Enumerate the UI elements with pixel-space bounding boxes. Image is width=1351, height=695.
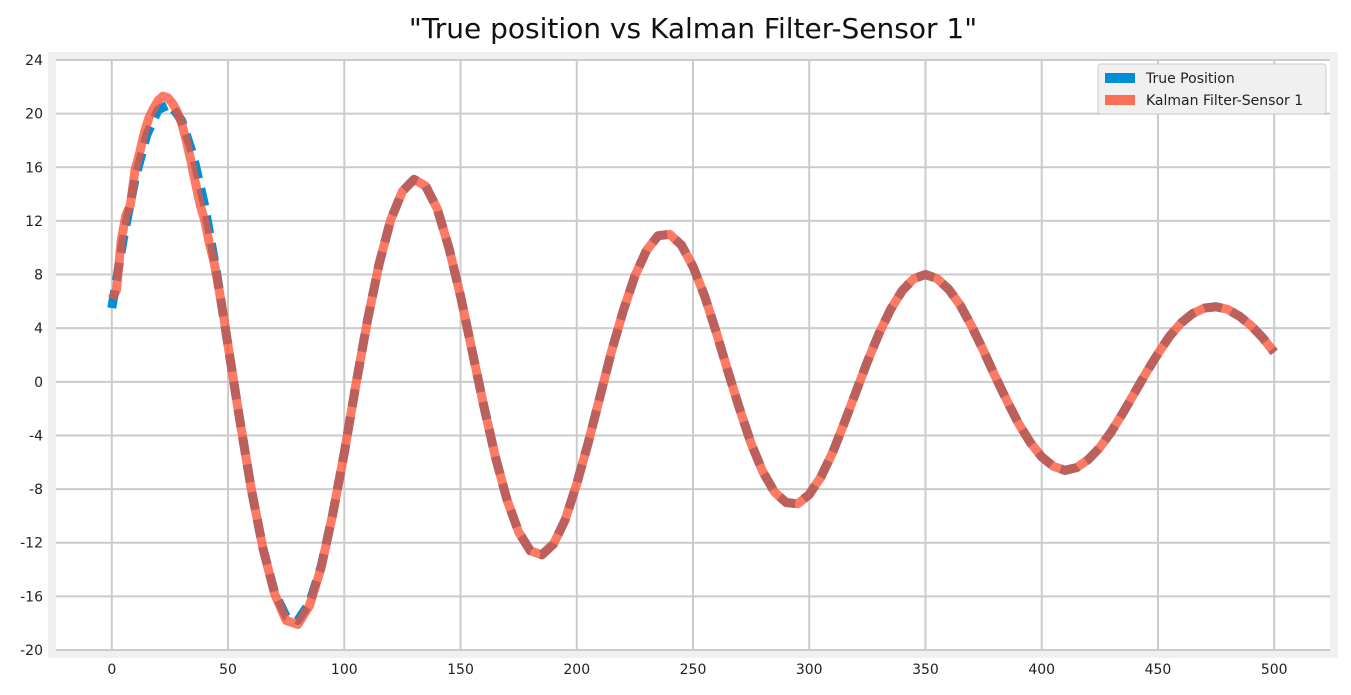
y-tick-label: 4 — [34, 321, 43, 337]
x-tick-label: 500 — [1261, 662, 1288, 678]
chart-title: "True position vs Kalman Filter-Sensor 1… — [408, 12, 978, 45]
x-tick-label: 50 — [219, 662, 237, 678]
x-tick-label: 300 — [796, 662, 823, 678]
series-line-kalman-filter — [107, 91, 1278, 630]
y-tick-label: 8 — [34, 268, 43, 284]
legend: True Position Kalman Filter-Sensor 1 — [1097, 63, 1327, 115]
legend-box — [1097, 63, 1327, 115]
legend-swatch-kalman-filter — [1105, 95, 1135, 105]
y-tick-label: 24 — [25, 53, 43, 69]
x-tick-label: 150 — [447, 662, 474, 678]
y-tick-label: -8 — [29, 482, 43, 498]
y-axis: 24 20 16 12 8 4 0 -4 -8 -12 -16 -20 — [20, 53, 43, 659]
legend-label-true-position: True Position — [1145, 71, 1235, 87]
x-axis: 0 50 100 150 200 250 300 350 400 450 500 — [107, 662, 1287, 678]
legend-swatch-true-position — [1105, 73, 1135, 83]
legend-label-kalman-filter: Kalman Filter-Sensor 1 — [1146, 93, 1303, 109]
y-tick-label: 16 — [25, 160, 43, 176]
x-tick-label: 450 — [1145, 662, 1172, 678]
x-tick-label: 0 — [107, 662, 116, 678]
series-group — [107, 91, 1278, 630]
y-tick-label: 0 — [34, 375, 43, 391]
x-tick-label: 250 — [680, 662, 707, 678]
y-tick-label: -12 — [20, 536, 43, 552]
x-tick-label: 200 — [563, 662, 590, 678]
x-tick-label: 350 — [912, 662, 939, 678]
x-tick-label: 400 — [1028, 662, 1055, 678]
y-tick-label: 20 — [25, 107, 43, 123]
y-tick-label: 12 — [25, 214, 43, 230]
y-tick-label: -4 — [29, 428, 43, 444]
y-tick-label: -20 — [20, 643, 43, 659]
y-tick-label: -16 — [20, 589, 43, 605]
x-tick-label: 100 — [331, 662, 358, 678]
